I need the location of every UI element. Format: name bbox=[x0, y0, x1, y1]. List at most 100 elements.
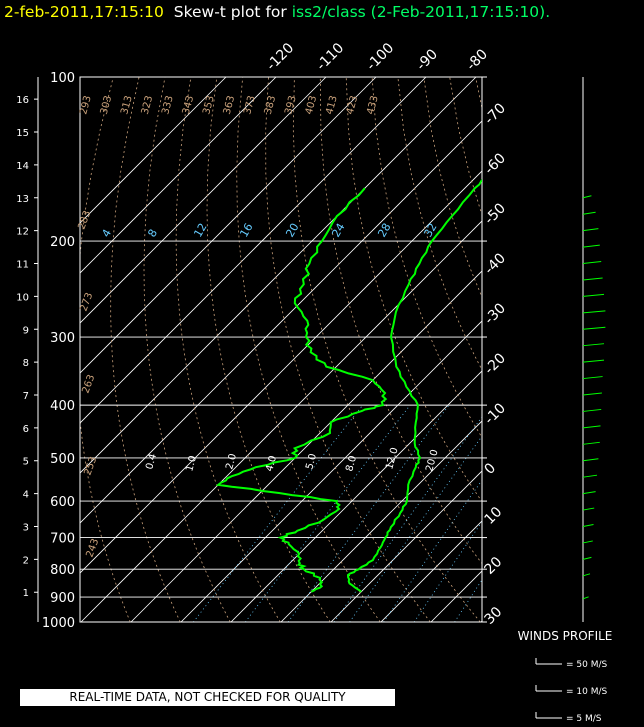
wind-legend-label: = 50 M/S bbox=[566, 660, 608, 670]
pressure-tick-label: 1000 bbox=[42, 616, 75, 631]
isotherm-label: -90 bbox=[414, 46, 441, 73]
wind-barb bbox=[582, 524, 594, 527]
dry-adiabat-line bbox=[502, 77, 644, 622]
title-bar: 2-feb-2011,17:15:10 Skew-t plot for iss2… bbox=[4, 0, 550, 24]
height-tick-label: 14 bbox=[16, 161, 29, 172]
isotherm-label: 0 bbox=[482, 460, 500, 478]
winds-profile-label: WINDS PROFILE bbox=[518, 629, 613, 643]
height-tick-label: 5 bbox=[23, 457, 29, 468]
saturation-label: 28 bbox=[375, 221, 393, 240]
dry-adiabat-line bbox=[80, 77, 131, 622]
dry-adiabat-line bbox=[631, 77, 644, 622]
height-tick-label: 2 bbox=[23, 555, 29, 566]
saturation-label: 24 bbox=[329, 221, 347, 240]
dry-adiabat-label: 353 bbox=[201, 94, 217, 115]
dry-adiabat-line bbox=[397, 77, 482, 371]
dry-adiabat-line bbox=[449, 77, 482, 216]
isotherm-line bbox=[80, 77, 427, 424]
mixing-ratio-label: 12.0 bbox=[384, 446, 400, 470]
height-tick-label: 15 bbox=[16, 128, 29, 139]
dry-adiabat-line bbox=[423, 77, 482, 298]
wind-barb bbox=[582, 441, 600, 445]
wind-barb bbox=[582, 507, 595, 511]
isotherm-line bbox=[80, 77, 277, 274]
dry-adiabat-label: 253 bbox=[82, 455, 99, 477]
saturation-label: 8 bbox=[145, 227, 160, 240]
pressure-tick-label: 300 bbox=[50, 331, 75, 346]
isotherm-label: -20 bbox=[482, 350, 509, 377]
height-tick-label: 9 bbox=[23, 325, 29, 336]
dry-adiabat-line bbox=[110, 77, 181, 622]
wind-barb bbox=[582, 408, 602, 412]
isotherm-line bbox=[380, 520, 482, 622]
mixing-ratio-lines bbox=[193, 404, 482, 622]
dry-adiabat-line bbox=[175, 77, 281, 622]
dry-adiabat-label: 373 bbox=[242, 94, 258, 115]
wind-barb bbox=[582, 540, 593, 544]
mixing-ratio-line bbox=[193, 404, 364, 622]
pressure-tick-label: 900 bbox=[50, 591, 75, 606]
wind-barb bbox=[582, 343, 605, 347]
pressure-tick-label: 100 bbox=[50, 71, 75, 86]
dry-adiabat-line bbox=[579, 77, 644, 622]
dry-adiabat-line bbox=[553, 77, 644, 622]
height-tick-label: 3 bbox=[23, 522, 29, 533]
wind-barb bbox=[582, 458, 599, 462]
dry-adiabat-label: 263 bbox=[80, 373, 97, 395]
dry-adiabat-label: 323 bbox=[140, 94, 156, 115]
isotherm-label: -30 bbox=[482, 300, 509, 327]
pressure-tick-label: 700 bbox=[50, 532, 75, 547]
quality-warning-banner: REAL-TIME DATA, NOT CHECKED FOR QUALITY bbox=[20, 689, 395, 706]
wind-barb bbox=[582, 244, 600, 248]
saturation-label: 16 bbox=[237, 221, 255, 240]
pressure-tick-label: 600 bbox=[50, 495, 75, 510]
saturation-label: 32 bbox=[421, 221, 439, 240]
pressure-tick-label: 400 bbox=[50, 399, 75, 414]
wind-barb bbox=[582, 376, 603, 380]
dry-adiabat-line bbox=[206, 77, 331, 622]
isotherm-line bbox=[80, 77, 227, 224]
isotherm-line bbox=[230, 370, 482, 622]
dry-adiabat-label: 363 bbox=[222, 94, 238, 115]
height-tick-label: 6 bbox=[23, 424, 29, 435]
isotherm-label: 10 bbox=[482, 504, 506, 528]
dry-adiabat-line bbox=[345, 77, 482, 503]
isotherm-line bbox=[531, 77, 644, 622]
wind-barb bbox=[582, 474, 598, 478]
wind-barb bbox=[582, 491, 596, 495]
mixing-ratio-label: 5.0 bbox=[304, 453, 319, 471]
dry-adiabat-label: 343 bbox=[181, 94, 197, 115]
isotherm-lines bbox=[80, 77, 644, 622]
height-tick-label: 13 bbox=[16, 194, 29, 205]
dry-adiabat-label: 243 bbox=[84, 537, 101, 559]
wind-barb bbox=[582, 573, 591, 577]
isotherm-line bbox=[130, 270, 482, 622]
isotherm-line bbox=[80, 220, 482, 622]
plot-title: Skew-t plot for bbox=[173, 3, 287, 21]
plot-border bbox=[79, 76, 483, 623]
isotherm-line bbox=[330, 470, 482, 622]
isotherm-line bbox=[80, 120, 482, 524]
saturation-label: 12 bbox=[191, 221, 209, 240]
dry-adiabat-label: 333 bbox=[160, 94, 176, 115]
wind-legend-barb bbox=[535, 658, 562, 665]
isotherm-label: 20 bbox=[482, 554, 506, 578]
isotherm-line bbox=[80, 77, 477, 474]
height-tick-label: 16 bbox=[16, 95, 29, 106]
dry-adiabat-line bbox=[527, 77, 644, 622]
wind-legend-barb bbox=[535, 712, 562, 719]
dry-adiabat-line bbox=[605, 77, 644, 622]
mixing-ratio-label: 2.0 bbox=[224, 453, 239, 471]
axis-labels: 1002003004005006007008009001000123456789… bbox=[16, 40, 509, 631]
dry-adiabat-line bbox=[236, 77, 381, 622]
wind-legend-label: = 10 M/S bbox=[566, 687, 608, 697]
mixing-ratio-label: 20.0 bbox=[424, 448, 440, 472]
mixing-ratio-line bbox=[349, 435, 482, 622]
dry-adiabat-label: 403 bbox=[304, 94, 320, 115]
isotherm-label: -110 bbox=[314, 40, 348, 74]
sounding-source: iss2/class (2-Feb-2011,17:15:10). bbox=[291, 3, 551, 21]
isotherm-label: -80 bbox=[464, 46, 491, 73]
height-tick-label: 1 bbox=[23, 588, 29, 599]
wind-barb bbox=[582, 359, 605, 363]
